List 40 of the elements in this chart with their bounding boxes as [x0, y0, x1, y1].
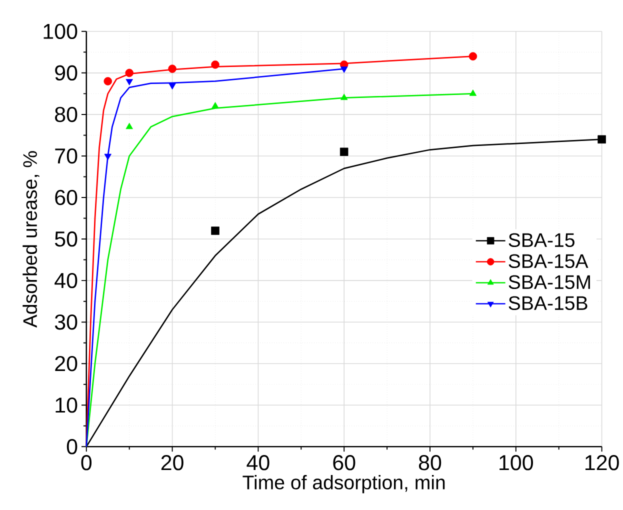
- y-tick-label: 10: [56, 397, 78, 413]
- x-tick-label: 120: [585, 454, 619, 470]
- x-tick-label: 80: [418, 454, 442, 470]
- y-tick-label: 0: [66, 438, 78, 454]
- point: [212, 102, 219, 108]
- point: [126, 78, 133, 86]
- legend-label: SBA-15A: [508, 254, 588, 268]
- y-axis-title: Adsorbed urease, %: [22, 150, 40, 328]
- y-tick-label: 90: [55, 65, 78, 80]
- point: [168, 64, 176, 73]
- point: [126, 122, 133, 129]
- y-tick-label: 30: [54, 314, 78, 330]
- point: [468, 52, 478, 60]
- x-tick-label: 20: [161, 454, 184, 470]
- y-tick-label: 70: [55, 148, 78, 164]
- point: [469, 89, 477, 96]
- legend-label: SBA-15: [508, 232, 574, 247]
- legend-label: SBA-15M: [508, 274, 590, 289]
- point: [125, 68, 134, 77]
- y-tick-label: 20: [55, 356, 78, 372]
- point: [598, 135, 606, 144]
- y-tick-label: 80: [55, 106, 78, 122]
- x-tick-label: 40: [246, 454, 270, 470]
- y-tick-label: 60: [55, 190, 78, 205]
- y-tick-label: 40: [54, 272, 78, 288]
- x-tick-label: 60: [333, 454, 356, 470]
- point: [211, 60, 220, 69]
- x-tick-label: 0: [81, 454, 92, 470]
- point: [211, 226, 220, 235]
- point: [104, 154, 112, 160]
- point: [340, 147, 348, 156]
- y-tick-label: 100: [44, 24, 78, 39]
- point: [340, 93, 348, 100]
- x-tick-label: 100: [500, 454, 533, 470]
- x-axis-title: Time of adsorption, min: [242, 474, 445, 494]
- point: [168, 82, 176, 90]
- point: [104, 76, 112, 86]
- legend-label: SBA-15B: [508, 296, 588, 310]
- y-tick-label: 50: [54, 231, 78, 246]
- point: [340, 66, 348, 73]
